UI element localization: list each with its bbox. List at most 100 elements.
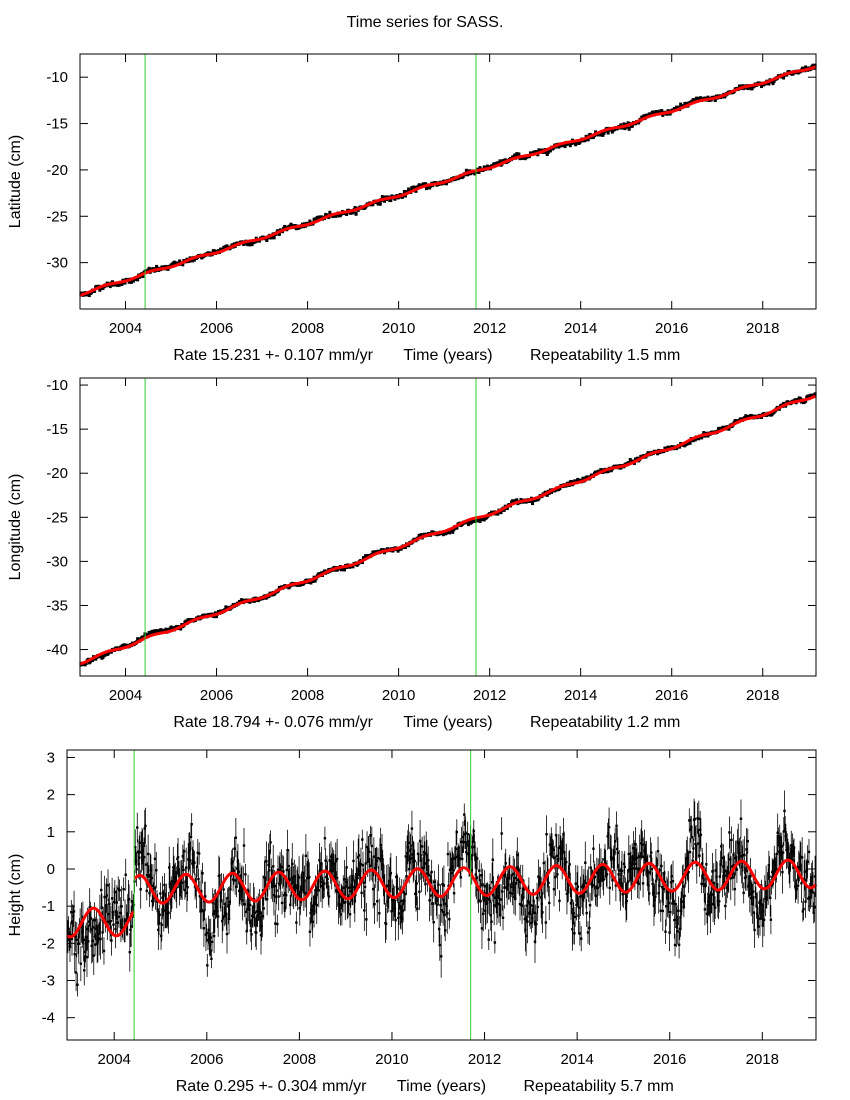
data-point — [614, 884, 618, 887]
data-point — [327, 895, 331, 898]
data-point — [258, 909, 261, 912]
data-point — [791, 850, 794, 853]
data-point — [282, 894, 286, 897]
data-point — [571, 928, 574, 931]
data-point — [495, 895, 498, 899]
data-point — [684, 869, 687, 872]
data-point — [442, 884, 446, 887]
data-point — [104, 918, 107, 921]
data-point — [448, 868, 452, 872]
data-point — [675, 925, 678, 928]
data-point — [441, 532, 445, 537]
data-point — [694, 844, 698, 847]
data-point — [606, 835, 609, 838]
data-point — [82, 938, 85, 942]
data-point — [696, 842, 700, 845]
data-point — [577, 906, 581, 909]
data-point — [639, 842, 643, 845]
data-point — [161, 896, 164, 899]
data-point — [106, 920, 109, 924]
data-point — [694, 842, 697, 846]
data-point — [445, 904, 448, 907]
data-point — [464, 168, 468, 173]
data-point — [775, 852, 779, 856]
data-point — [268, 849, 272, 853]
data-point — [803, 870, 807, 874]
data-point — [757, 925, 760, 928]
data-point — [679, 909, 683, 912]
data-point — [477, 170, 481, 175]
data-point — [782, 75, 786, 80]
data-point — [136, 826, 139, 829]
data-point — [545, 492, 549, 497]
y-tick-label: -10 — [46, 377, 68, 394]
data-point — [221, 919, 224, 923]
data-point — [652, 904, 656, 907]
data-point — [706, 912, 709, 916]
data-point — [330, 870, 333, 873]
x-tick-label: 2004 — [98, 1051, 131, 1068]
data-point — [695, 863, 698, 867]
data-point — [441, 910, 445, 914]
data-point — [651, 882, 654, 886]
data-point — [351, 885, 354, 889]
data-point — [272, 893, 276, 897]
data-point — [225, 932, 229, 936]
data-point — [805, 879, 808, 882]
data-point — [429, 894, 433, 897]
data-point — [636, 881, 639, 884]
data-point — [769, 896, 772, 900]
fit-line — [66, 906, 135, 939]
data-point — [95, 942, 99, 946]
data-point — [630, 123, 634, 128]
data-point — [767, 81, 771, 86]
data-point — [337, 903, 340, 906]
data-point — [344, 881, 348, 884]
data-point — [212, 934, 216, 938]
data-point — [742, 891, 745, 895]
data-point — [359, 869, 362, 872]
y-tick-label: -40 — [46, 642, 68, 659]
data-point — [802, 877, 806, 881]
data-point — [216, 915, 220, 918]
data-point — [490, 920, 493, 923]
data-point — [746, 839, 749, 843]
data-point — [767, 864, 771, 867]
data-point — [223, 915, 226, 918]
data-point — [253, 905, 256, 908]
data-point — [580, 937, 583, 940]
data-point — [395, 885, 399, 889]
data-point — [463, 813, 466, 816]
y-tick-label: -20 — [46, 162, 68, 179]
data-point — [522, 896, 525, 899]
data-point — [351, 564, 355, 569]
data-point — [403, 892, 407, 896]
x-axis-label: Time (years) — [403, 347, 492, 364]
data-point — [112, 900, 116, 904]
data-point — [315, 903, 318, 907]
data-point — [158, 913, 161, 916]
data-point — [306, 863, 310, 867]
data-point — [286, 849, 289, 852]
data-point — [267, 869, 271, 872]
data-point — [350, 883, 353, 887]
data-point — [655, 874, 658, 878]
data-point — [126, 913, 129, 916]
data-point — [98, 287, 102, 292]
data-point — [602, 878, 605, 881]
data-point — [273, 884, 276, 888]
data-point — [353, 899, 357, 902]
data-point — [71, 920, 74, 923]
data-point — [647, 892, 651, 895]
data-point — [272, 865, 275, 868]
data-points — [66, 790, 817, 997]
data-point — [234, 836, 238, 839]
data-point — [526, 900, 530, 903]
figure-title: Time series for SASS. — [346, 14, 504, 31]
data-point — [512, 872, 515, 876]
data-point — [497, 885, 500, 888]
data-point — [626, 880, 630, 883]
data-point — [75, 938, 78, 941]
data-point — [480, 874, 483, 877]
data-point — [488, 898, 491, 901]
